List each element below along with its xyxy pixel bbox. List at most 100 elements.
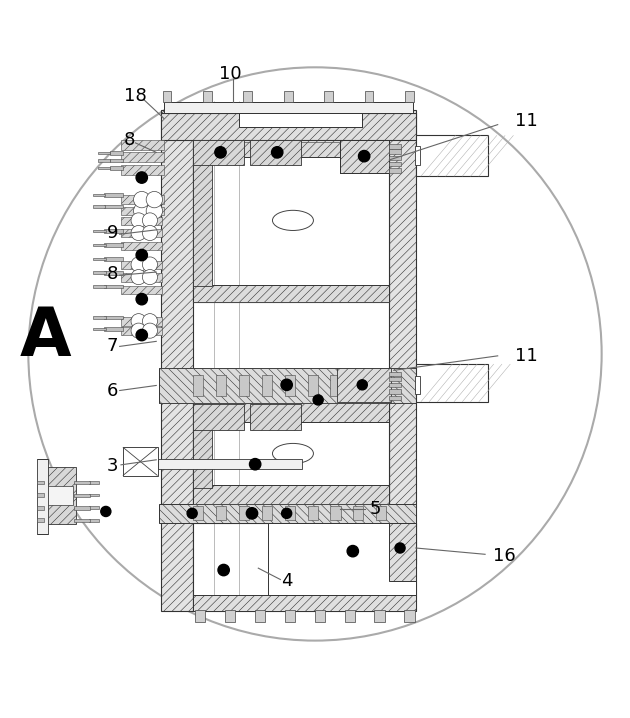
Bar [104,284,123,289]
Bar [104,315,123,320]
Circle shape [142,257,158,272]
Bar [239,375,249,396]
Bar [159,368,416,403]
Bar [37,480,44,485]
Bar [121,152,164,162]
Bar [74,506,90,510]
Bar [340,140,389,173]
Bar [93,327,106,330]
Text: 3: 3 [106,457,118,475]
Circle shape [249,459,261,470]
Bar [193,419,212,488]
Text: 4: 4 [281,572,292,589]
Bar [121,165,164,175]
Bar [121,274,162,281]
Bar [250,404,301,429]
Bar [121,195,164,204]
Bar [330,506,340,521]
Bar [48,486,73,505]
Bar [389,168,401,172]
Circle shape [131,314,146,329]
Bar [159,368,416,403]
Bar [285,506,295,521]
Bar [93,258,106,260]
Bar [193,160,212,286]
Bar [415,376,420,393]
Ellipse shape [272,210,314,230]
Bar [104,327,123,331]
Bar [285,375,295,396]
Circle shape [146,192,163,208]
Bar [389,396,401,400]
Bar [89,506,99,509]
Circle shape [101,506,111,516]
Bar [255,610,265,623]
Bar [416,136,488,177]
Text: 8: 8 [123,131,135,149]
Bar [193,403,389,504]
Bar [74,494,90,497]
Bar [121,261,162,269]
Bar [193,141,389,302]
Bar [405,90,414,102]
Circle shape [281,379,292,391]
Bar [415,146,420,165]
Circle shape [215,146,226,158]
Bar [284,90,292,102]
Bar [163,90,171,102]
Bar [121,317,162,325]
Bar [239,506,249,521]
Bar [98,159,110,162]
Bar [121,140,164,150]
Bar [365,90,374,102]
Bar [404,610,415,623]
Bar [389,149,401,154]
Text: 5: 5 [369,500,381,518]
Bar [193,595,416,611]
Bar [250,140,301,165]
Bar [324,90,333,102]
Bar [307,506,318,521]
Bar [193,485,389,504]
Bar [45,467,76,524]
Bar [121,327,162,335]
Bar [110,159,123,162]
Bar [121,207,164,215]
Ellipse shape [272,444,314,464]
Bar [161,110,193,611]
Bar [239,113,362,127]
Circle shape [136,294,147,305]
Bar [307,375,318,396]
Bar [121,229,162,238]
Bar [389,372,401,376]
Bar [159,504,416,523]
Bar [243,90,252,102]
Circle shape [131,213,146,228]
Bar [159,504,416,523]
Circle shape [131,323,146,338]
Bar [314,610,324,623]
Bar [104,271,123,274]
Bar [389,156,401,160]
Bar [98,151,110,154]
Bar [340,140,389,173]
Circle shape [136,249,147,261]
Bar [268,523,416,595]
Circle shape [131,225,146,241]
Bar [193,375,203,396]
Bar [345,610,355,623]
Bar [93,230,106,233]
Text: 11: 11 [515,112,537,130]
Bar [37,459,48,534]
Bar [104,193,123,197]
Bar [353,506,364,521]
Circle shape [272,146,283,158]
Bar [121,286,162,294]
Bar [164,102,413,113]
Text: 8: 8 [106,265,118,283]
Bar [195,610,205,623]
Bar [93,271,106,274]
Text: 18: 18 [124,87,147,105]
Circle shape [347,546,358,557]
Bar [158,460,302,470]
